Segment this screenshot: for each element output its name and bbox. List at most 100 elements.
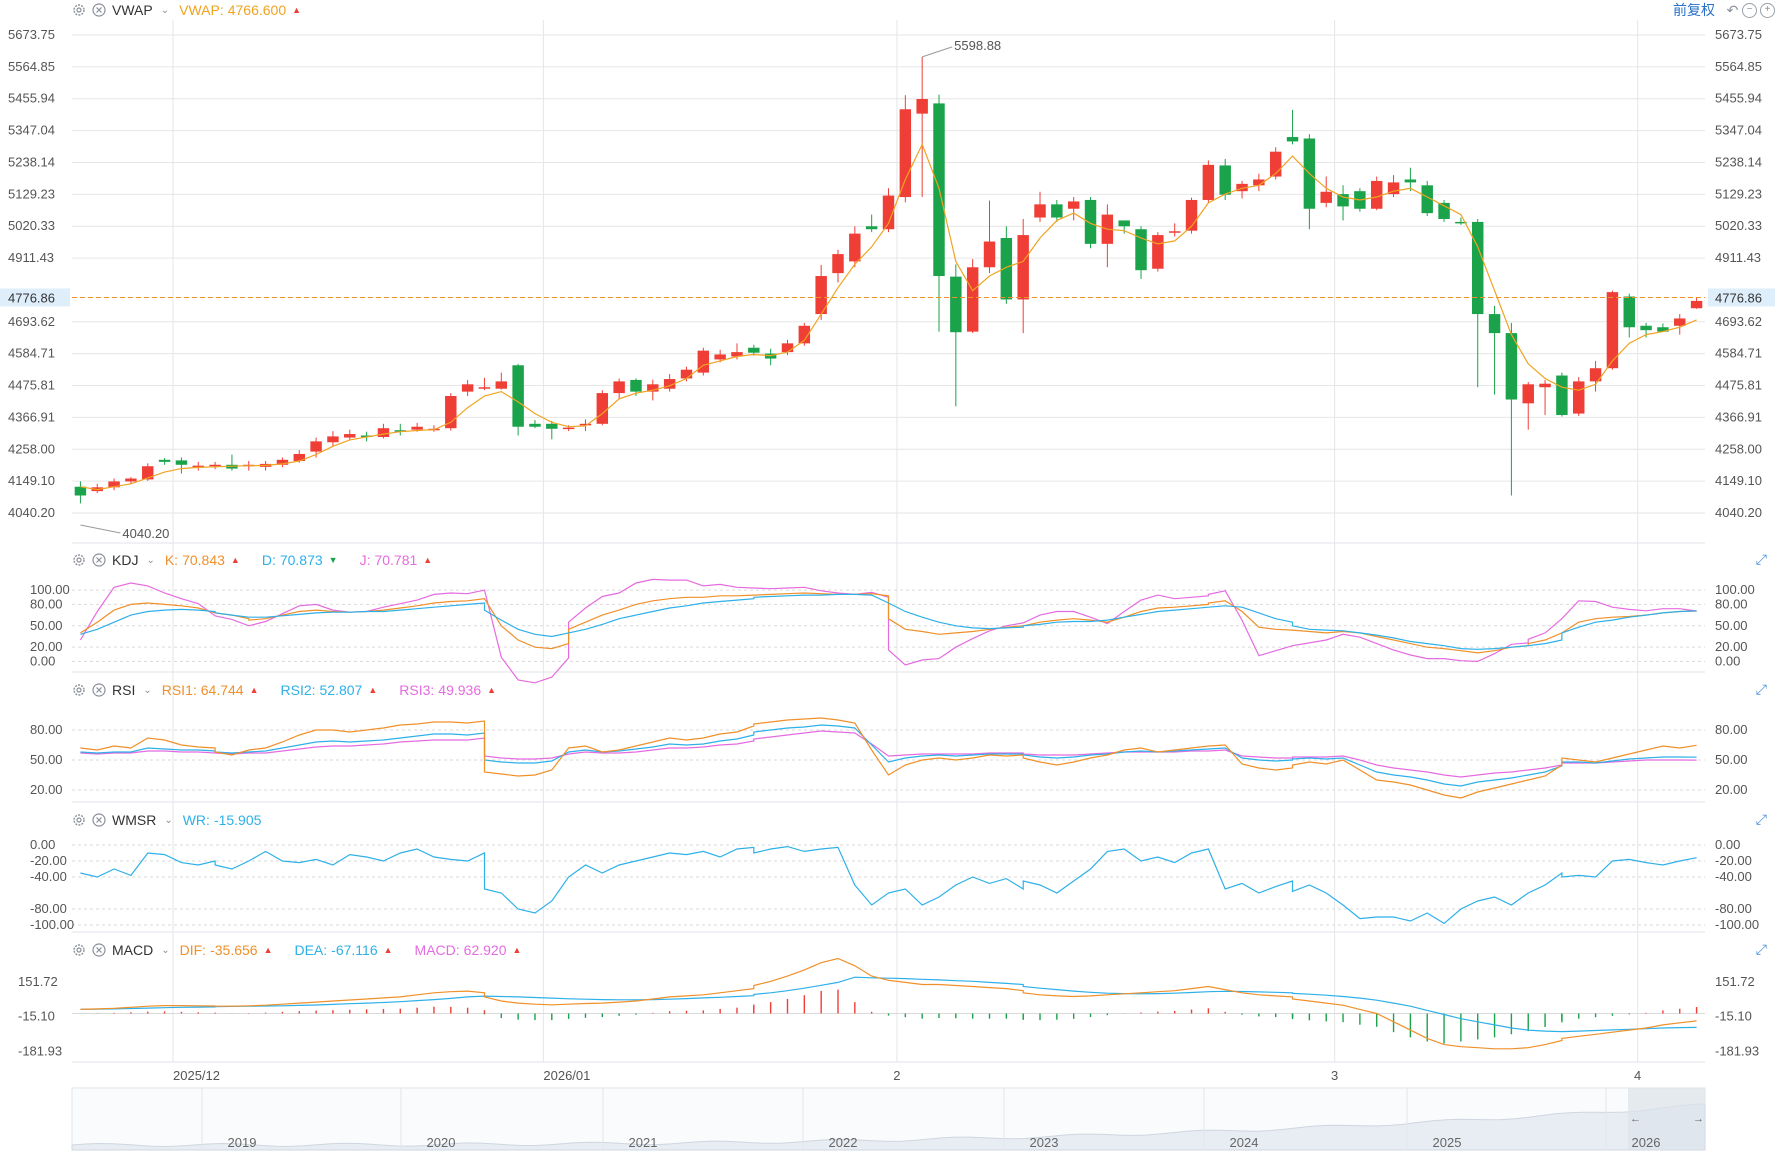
kdj-name[interactable]: KDJ: [112, 552, 139, 568]
candle-body: [1606, 292, 1619, 369]
candle-body: [1472, 221, 1484, 315]
candle-body: [1084, 199, 1097, 244]
vwap-label: VWAP:: [179, 2, 224, 18]
indicator-tick-left: 0.00: [30, 653, 55, 668]
close-icon[interactable]: [92, 553, 106, 567]
candle-body: [1051, 204, 1063, 218]
zoom-out-icon[interactable]: −: [1742, 2, 1757, 18]
macd-tick-right: -15.10: [1715, 1009, 1752, 1024]
price-adjust-link[interactable]: 前复权: [1673, 2, 1715, 18]
dif-value: -35.656: [210, 942, 258, 958]
candle-body: [832, 254, 844, 274]
expand-icon[interactable]: ⤢: [1755, 811, 1767, 827]
undo-icon[interactable]: ↶: [1726, 2, 1739, 18]
y-tick-label-right: 4911.43: [1715, 250, 1761, 265]
settings-icon[interactable]: [72, 943, 86, 957]
close-icon[interactable]: [92, 3, 106, 17]
wmsr-header: WMSR ⌄ WR: -15.905: [72, 810, 267, 830]
navigator-year-label: 2026: [1632, 1135, 1661, 1150]
candle-body: [377, 428, 390, 437]
candle-body: [1370, 180, 1383, 209]
high-price-marker: 5598.88: [954, 38, 1001, 53]
down-arrow-icon: ▼: [328, 555, 338, 565]
macd-tick-right: -181.93: [1715, 1043, 1759, 1058]
indicator-tick-left: -20.00: [30, 853, 67, 868]
indicator-tick-right: 50.00: [1715, 618, 1748, 633]
wmsr-name[interactable]: WMSR: [112, 812, 157, 828]
expand-icon[interactable]: ⤢: [1755, 941, 1767, 957]
rsi1-line: [80, 717, 1697, 799]
settings-icon[interactable]: [72, 553, 86, 567]
close-icon[interactable]: [92, 943, 106, 957]
indicator-tick-left: 80.00: [30, 722, 63, 737]
candle-body: [74, 486, 87, 496]
rsi1-label: RSI1:: [161, 682, 197, 698]
candle-body: [1674, 318, 1686, 326]
candle-body: [108, 481, 120, 488]
x-axis-label: 2: [893, 1068, 900, 1083]
up-arrow-icon: ▲: [249, 685, 259, 695]
candle-body: [613, 381, 625, 394]
indicator-tick-left: 20.00: [30, 782, 63, 797]
zoom-in-icon[interactable]: +: [1760, 2, 1775, 18]
navigator-year-label: 2021: [629, 1135, 658, 1150]
settings-icon[interactable]: [72, 683, 86, 697]
chevron-down-icon[interactable]: ⌄: [146, 554, 155, 566]
candle-body: [1253, 179, 1265, 186]
candle-body: [1539, 383, 1551, 388]
wmsr-line: [80, 845, 1697, 925]
indicator-tick-left: -100.00: [30, 917, 74, 932]
candle-body: [512, 365, 524, 427]
rsi3-value: 49.936: [438, 682, 482, 698]
indicator-name[interactable]: VWAP: [112, 2, 153, 18]
y-tick-label-right: 4149.10: [1715, 473, 1762, 488]
y-tick-label-right: 4693.62: [1715, 314, 1762, 329]
rsi2-label: RSI2:: [280, 682, 316, 698]
y-tick-label-left: 5238.14: [8, 154, 55, 169]
y-tick-label-right: 4258.00: [1715, 441, 1762, 456]
indicator-tick-left: 20.00: [30, 639, 63, 654]
last-price-tag-left: [0, 288, 70, 307]
kdj-j-line: [79, 578, 1697, 684]
kdj-series: [79, 578, 1697, 684]
candle-body: [411, 426, 423, 430]
candle-body: [158, 459, 171, 462]
settings-icon[interactable]: [72, 3, 86, 17]
candle-body: [1034, 204, 1046, 218]
macd-name[interactable]: MACD: [112, 942, 154, 958]
candle-body: [983, 241, 996, 268]
indicator-tick-right: 0.00: [1715, 653, 1740, 668]
vwap-line: [80, 142, 1697, 491]
time-navigator[interactable]: ← → 2019 2020 2021 2022 2023 2024 2025 2026: [71, 1087, 1706, 1151]
candle-body: [596, 393, 609, 424]
indicator-tick-left: 50.00: [30, 752, 63, 767]
candle-body: [1421, 185, 1433, 214]
y-tick-label-left: 5020.33: [8, 218, 55, 233]
candle-body: [1337, 194, 1349, 207]
chevron-down-icon[interactable]: ⌄: [143, 684, 152, 696]
settings-icon[interactable]: [72, 813, 86, 827]
rsi1-value: 64.744: [200, 682, 244, 698]
rsi-name[interactable]: RSI: [112, 682, 136, 698]
y-tick-label-left: 4040.20: [8, 505, 55, 520]
y-tick-label-right: 4040.20: [1715, 505, 1762, 520]
chevron-down-icon[interactable]: ⌄: [161, 944, 170, 956]
close-icon[interactable]: [92, 813, 106, 827]
candle-body: [1118, 220, 1130, 227]
chevron-down-icon[interactable]: ⌄: [160, 4, 170, 16]
candle-body: [1219, 165, 1231, 195]
y-tick-label-left: 4366.91: [8, 409, 55, 424]
close-icon[interactable]: [92, 683, 106, 697]
macd-header: MACD ⌄ DIF: -35.656 ▲ DEA: -67.116 ▲ MAC…: [72, 940, 543, 960]
candle-body: [1067, 201, 1080, 209]
chevron-down-icon[interactable]: ⌄: [164, 814, 173, 826]
indicator-tick-left: 100.00: [30, 582, 70, 597]
x-axis-label: 4: [1634, 1068, 1641, 1083]
indicator-tick-right: 100.00: [1715, 582, 1755, 597]
y-tick-label-left: 4475.81: [8, 378, 55, 393]
expand-icon[interactable]: ⤢: [1755, 551, 1767, 567]
navigator-right-handle: →: [1693, 1113, 1704, 1125]
candle-body: [697, 350, 710, 373]
expand-icon[interactable]: ⤢: [1755, 681, 1767, 697]
